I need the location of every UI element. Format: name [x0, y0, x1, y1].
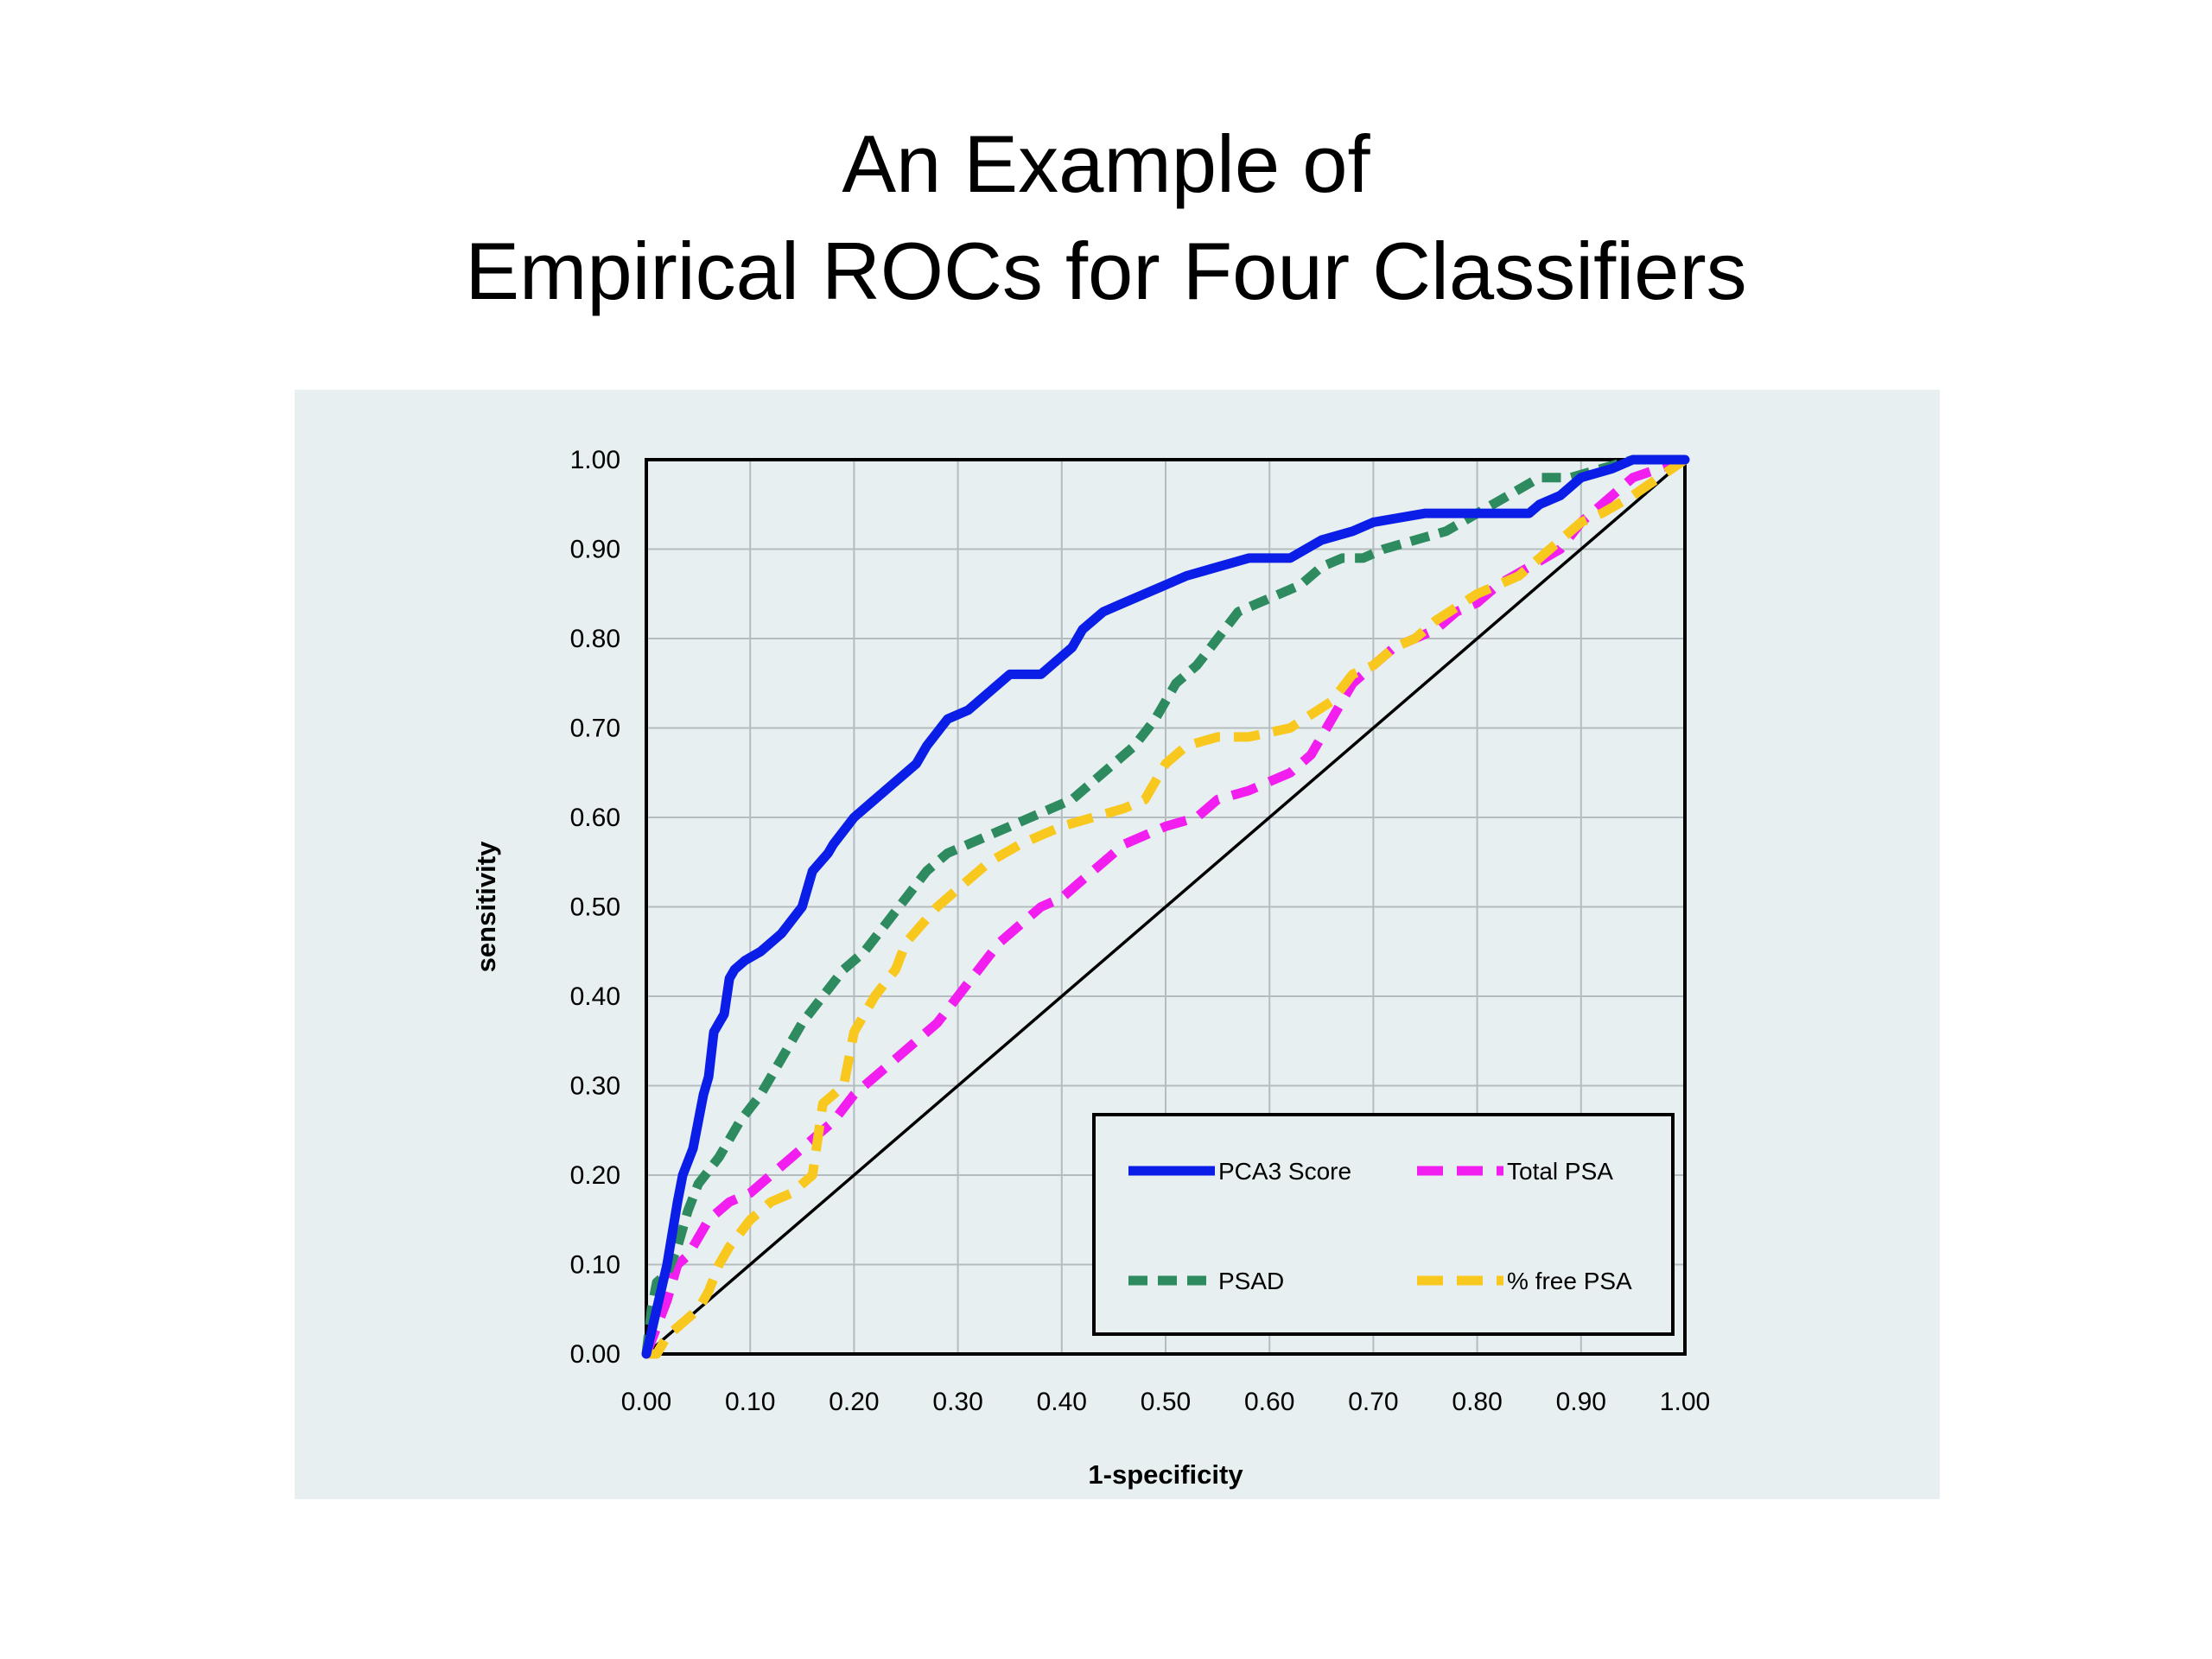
legend-label: % free PSA — [1507, 1268, 1632, 1294]
x-tick-label: 0.30 — [932, 1388, 982, 1416]
x-tick-label: 0.60 — [1244, 1388, 1294, 1416]
x-tick-label: 0.10 — [725, 1388, 775, 1416]
axes — [645, 458, 1687, 1356]
x-tick-label: 0.20 — [829, 1388, 879, 1416]
y-tick-label: 1.00 — [570, 446, 620, 474]
x-tick-label: 0.80 — [1452, 1388, 1502, 1416]
x-tick-label: 0.50 — [1141, 1388, 1191, 1416]
series-line-pca3-score — [641, 454, 1690, 1359]
legend-label: PCA3 Score — [1218, 1158, 1351, 1185]
y-tick-label: 0.90 — [570, 536, 620, 564]
y-tick-label: 0.40 — [570, 982, 620, 1011]
y-tick-label: 0.30 — [570, 1072, 620, 1101]
y-axis-label: sensitivity — [471, 841, 501, 972]
y-tick-label: 0.00 — [570, 1340, 620, 1369]
y-tick-label: 0.60 — [570, 804, 620, 832]
y-tick-label: 0.10 — [570, 1251, 620, 1280]
y-tick-label: 0.80 — [570, 625, 620, 653]
x-tick-label: 0.40 — [1037, 1388, 1087, 1416]
x-axis-label: 1-specificity — [1088, 1459, 1243, 1490]
y-tick-label: 0.20 — [570, 1161, 620, 1190]
legend: PCA3 Score Total PSA PSAD % free PSA — [1092, 1113, 1675, 1336]
x-tick-label: 0.70 — [1348, 1388, 1398, 1416]
reference-diagonal-line — [645, 458, 1687, 1356]
legend-label: Total PSA — [1507, 1158, 1613, 1185]
legend-items: PCA3 Score Total PSA PSAD % free PSA — [1128, 1158, 1632, 1294]
x-tick-label: 0.90 — [1556, 1388, 1606, 1416]
tick-labels: 0.00 0.10 0.20 0.30 0.40 0.50 0.60 0.70 0.80 0.90… — [570, 446, 1711, 1416]
slide-title: An Example of Empirical ROCs for Four Cl… — [0, 111, 2212, 325]
y-tick-label: 0.70 — [570, 715, 620, 743]
series-lines — [641, 454, 1690, 1359]
x-tick-label: 0.00 — [621, 1388, 671, 1416]
x-tick-label: 1.00 — [1660, 1388, 1710, 1416]
legend-label: PSAD — [1218, 1268, 1284, 1294]
series-line-psad — [641, 454, 1685, 1355]
slide-title-line-2: Empirical ROCs for Four Classifiers — [465, 226, 1747, 316]
legend-box — [1092, 1113, 1675, 1336]
y-tick-label: 0.50 — [570, 893, 620, 922]
plot-frame — [645, 458, 1687, 1356]
series-line-free-psa — [646, 455, 1688, 1359]
slide-title-line-1: An Example of — [842, 118, 1370, 209]
